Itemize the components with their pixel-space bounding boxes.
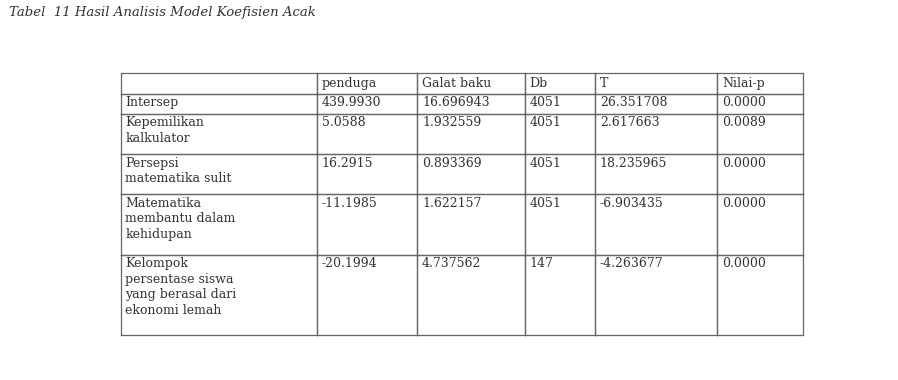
Text: 0.893369: 0.893369 xyxy=(422,157,481,169)
Text: 0.0000: 0.0000 xyxy=(722,257,766,270)
Text: 18.235965: 18.235965 xyxy=(600,157,667,169)
Text: 4051: 4051 xyxy=(530,116,561,129)
Text: Matematika
membantu dalam
kehidupan: Matematika membantu dalam kehidupan xyxy=(126,197,236,241)
Text: Db: Db xyxy=(530,77,548,90)
Text: 4051: 4051 xyxy=(530,197,561,210)
Text: -4.263677: -4.263677 xyxy=(600,257,664,270)
Text: Tabel  11 Hasil Analisis Model Koefisien Acak: Tabel 11 Hasil Analisis Model Koefisien … xyxy=(9,6,316,19)
Text: 1.932559: 1.932559 xyxy=(422,116,481,129)
Text: -11.1985: -11.1985 xyxy=(321,197,378,210)
Text: 0.0000: 0.0000 xyxy=(722,157,766,169)
Text: Intersep: Intersep xyxy=(126,96,179,109)
Text: 2.617663: 2.617663 xyxy=(600,116,659,129)
Text: penduga: penduga xyxy=(321,77,377,90)
Text: 5.0588: 5.0588 xyxy=(321,116,365,129)
Text: -6.903435: -6.903435 xyxy=(600,197,664,210)
Text: 147: 147 xyxy=(530,257,553,270)
Text: 0.0000: 0.0000 xyxy=(722,96,766,109)
Text: 16.2915: 16.2915 xyxy=(321,157,374,169)
Text: 0.0089: 0.0089 xyxy=(722,116,766,129)
Text: 4.737562: 4.737562 xyxy=(422,257,481,270)
Text: Galat baku: Galat baku xyxy=(422,77,491,90)
Text: 16.696943: 16.696943 xyxy=(422,96,489,109)
Text: T: T xyxy=(600,77,608,90)
Text: 1.622157: 1.622157 xyxy=(422,197,481,210)
Text: 439.9930: 439.9930 xyxy=(321,96,382,109)
Text: 0.0000: 0.0000 xyxy=(722,197,766,210)
Text: Persepsi
matematika sulit: Persepsi matematika sulit xyxy=(126,157,232,185)
Text: Kelompok
persentase siswa
yang berasal dari
ekonomi lemah: Kelompok persentase siswa yang berasal d… xyxy=(126,257,237,317)
Text: Nilai-p: Nilai-p xyxy=(722,77,765,90)
Text: 26.351708: 26.351708 xyxy=(600,96,667,109)
Text: -20.1994: -20.1994 xyxy=(321,257,377,270)
Text: 4051: 4051 xyxy=(530,157,561,169)
Text: Kepemilikan
kalkulator: Kepemilikan kalkulator xyxy=(126,116,205,145)
Text: 4051: 4051 xyxy=(530,96,561,109)
